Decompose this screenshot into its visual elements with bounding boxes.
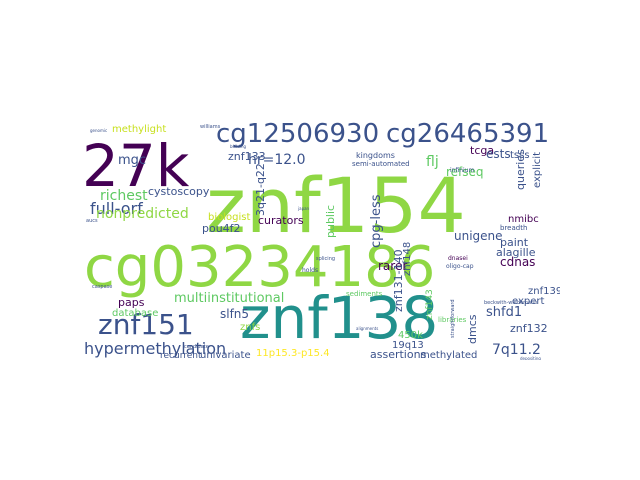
word-alignments: alignments (356, 326, 378, 331)
word-caspase: caspase (92, 284, 112, 290)
word-znf131-140: znf131-140 (392, 249, 405, 312)
word-cdnas: cdnas (500, 255, 535, 269)
word-genomic: genomic (90, 128, 107, 133)
word-hr: hr=12.0 (248, 152, 306, 168)
word-richest: richest (100, 188, 148, 204)
word-methylated: methylated (420, 350, 477, 360)
word-depositing: depositing (520, 356, 541, 360)
word-flj: flj (426, 154, 439, 170)
word-cg12506930: cg12506930 (216, 120, 379, 149)
word-paps: paps (118, 296, 145, 309)
word-sediments: sediments (346, 290, 383, 298)
word-williams: williams (200, 124, 221, 130)
word-dmcs: dmcs (466, 314, 479, 344)
word-znf148: znf148 (402, 242, 413, 276)
word-recurrent: recurrent (160, 351, 202, 360)
word-rarer: rarer (378, 259, 407, 273)
word-cg03234186: cg03234186 (84, 235, 435, 300)
word-full-orf: full-orf (90, 199, 143, 218)
word-paint: paint (500, 236, 529, 249)
word-straightforward: straightforward (450, 299, 456, 338)
word-public: public (324, 205, 337, 238)
word-curators: curators (258, 214, 304, 227)
word-holds: holds (302, 267, 318, 274)
word-mgc: mgc (118, 153, 146, 168)
word-biologist: biologist (208, 212, 250, 223)
word-multiinstitutional: multiinstitutional (174, 291, 284, 306)
word-znf132: znf132 (510, 322, 548, 335)
word-znfs: znfs (240, 322, 260, 333)
word-znf139: znf139 (528, 286, 560, 297)
word-znf154: znf154 (206, 161, 466, 250)
word-methylight: methylight (112, 124, 166, 135)
word-beckwith-wiedemann: beckwith-wiedemann (484, 300, 537, 306)
word-tcga: tcga (470, 144, 494, 157)
word-database: database (112, 308, 158, 319)
word-univariate: univariate (200, 350, 251, 360)
word-znf133: znf133 (228, 150, 266, 163)
word-libraries: libraries (438, 316, 467, 324)
word-cloud-canvas: znf154 cg03234186 znf138 27k cg12506930 … (82, 120, 560, 360)
word-dnasei: dnasei (448, 255, 468, 262)
word-cloud: znf154 cg03234186 znf138 27k cg12506930 … (80, 120, 560, 360)
word-27k: 27k (82, 132, 190, 200)
word-shfd1: shfd1 (486, 305, 522, 320)
word-pou4f2: pou4f2 (202, 222, 241, 235)
word-refseq: refseq (446, 165, 484, 179)
word-ests: ests (486, 147, 511, 161)
word-19q13: 19q13 (392, 340, 424, 351)
word-infinium: infinium (450, 167, 475, 174)
word-cystoscopy: cystoscopy (148, 185, 210, 198)
word-hypermethylation: hypermethylation (84, 339, 226, 358)
word-kingdoms: kingdoms (356, 151, 395, 160)
word-splicing: splicing (316, 256, 335, 262)
word-slfn5: slfn5 (220, 307, 249, 321)
word-assertions: assertions (370, 348, 427, 360)
word-unigene: unigene (454, 229, 503, 243)
word-znf138: znf138 (240, 284, 438, 352)
word-expert: expert (512, 296, 545, 307)
word-candidate: candidate (184, 344, 209, 350)
word-7q11.2: 7q11.2 (492, 342, 541, 358)
word-tsss: tsss (510, 150, 530, 161)
word-oligo-cap: oligo-cap (446, 263, 474, 270)
word-450k: 450k (398, 330, 423, 341)
word-cg26465391: cg26465391 (386, 120, 549, 149)
word-alagille: alagille (496, 246, 536, 259)
word-3q21-q22: 3q21-q22 (254, 163, 267, 216)
word-znf143: znf143 (425, 289, 435, 320)
word-nmibc: nmibc (508, 214, 539, 225)
word-building: building (230, 144, 246, 149)
word-11p15: 11p15.3-p15.4 (256, 348, 330, 359)
word-japan: japan (297, 206, 310, 211)
word-queries: queries (514, 149, 527, 190)
word-explicit: explicit (532, 152, 543, 188)
word-cpg-less: cpg-less (369, 194, 384, 248)
word-breadth: breadth (500, 224, 527, 232)
word-aucs: aucs (86, 218, 98, 224)
word-znf151: znf151 (98, 308, 194, 341)
word-nonpredicted: nonpredicted (96, 206, 189, 222)
word-semi-automated: semi-automated (352, 160, 410, 168)
